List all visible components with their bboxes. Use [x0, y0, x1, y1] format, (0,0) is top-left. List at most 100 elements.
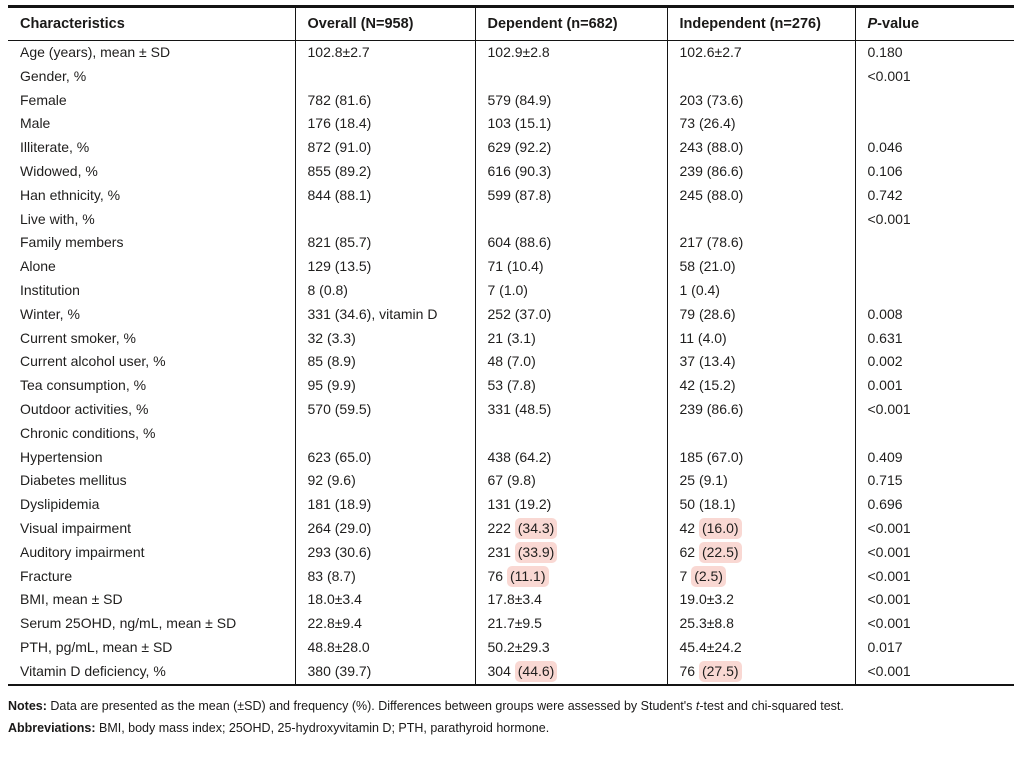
cell-characteristic: Male — [20, 115, 51, 132]
cell-pvalue: 0.696 — [854, 493, 1014, 517]
cell-characteristic: Family members — [20, 234, 124, 251]
cell-pvalue: <0.001 — [854, 207, 1014, 232]
cell-dependent — [474, 421, 667, 446]
cell-characteristic: Live with, % — [20, 210, 95, 227]
abbreviations-label: Abbreviations: — [8, 720, 96, 735]
cell-overall: 85 (8.9) — [294, 350, 475, 375]
cell-characteristic: Outdoor activities, % — [20, 400, 149, 417]
cell-independent: 37 (13.4) — [666, 350, 855, 375]
cell-overall: 102.8±2.7 — [294, 40, 475, 65]
cell-characteristic: Gender, % — [20, 67, 87, 84]
cell-overall: 821 (85.7) — [294, 231, 475, 256]
cell-overall: 570 (59.5) — [294, 397, 475, 422]
table-row: Live with, % <0.001 — [8, 207, 1014, 232]
cell-independent: 7 (2.5) — [666, 564, 855, 589]
table-row: Age (years), mean ± SD 102.8±2.7 102.9±2.8… — [8, 40, 1014, 65]
p-value-italic-letter: P — [867, 16, 878, 32]
cell-overall: 18.0±3.4 — [294, 588, 475, 613]
cell-overall — [294, 421, 475, 446]
table-row: Hypertension 623 (65.0) 438 (64.2) 185 (67.… — [8, 445, 1014, 470]
cell-independent: 1 (0.4) — [666, 278, 855, 303]
cell-dependent: 103 (15.1) — [474, 112, 667, 137]
highlighted-value: (34.3) — [514, 517, 558, 539]
cell-pvalue: <0.001 — [854, 564, 1014, 589]
cell-dependent: 231 (33.9) — [474, 540, 667, 565]
highlighted-value: (2.5) — [691, 565, 726, 587]
table-row: Auditory impairment 293 (30.6) 231 (33.9) 6… — [8, 540, 1014, 565]
notes-italic-t: t — [695, 698, 700, 713]
cell-overall — [294, 207, 475, 232]
cell-overall: 48.8±28.0 — [294, 635, 475, 660]
cell-independent: 185 (67.0) — [666, 445, 855, 470]
table-row: Fracture 83 (8.7) 76 (11.1) 7 (2.5) <0.001 — [8, 564, 1014, 589]
cell-characteristic: Vitamin D deficiency, % — [20, 662, 166, 679]
cell-overall: 844 (88.1) — [294, 183, 475, 208]
cell-independent — [666, 64, 855, 89]
cell-characteristic: Hypertension — [20, 448, 103, 465]
cell-overall: 872 (91.0) — [294, 136, 475, 160]
cell-independent: 239 (86.6) — [666, 397, 855, 422]
cell-characteristic: Institution — [20, 281, 80, 298]
cell-characteristic: BMI, mean ± SD — [20, 591, 123, 608]
table-row: Outdoor activities, % 570 (59.5) 331 (48.5… — [8, 397, 1014, 422]
cell-characteristic: Age (years), mean ± SD — [20, 44, 171, 60]
cell-pvalue: 0.180 — [854, 40, 1014, 65]
cell-independent: 25.3±8.8 — [666, 612, 855, 636]
cell-overall: 623 (65.0) — [294, 445, 475, 470]
cell-independent: 203 (73.6) — [666, 88, 855, 113]
cell-dependent: 17.8±3.4 — [474, 588, 667, 613]
cell-dependent: 579 (84.9) — [474, 88, 667, 113]
cell-independent: 245 (88.0) — [666, 183, 855, 208]
abbreviations-text: BMI, body mass index; 25OHD, 25-hydroxyv… — [95, 720, 550, 735]
cell-independent: 42 (15.2) — [666, 374, 855, 398]
cell-overall: 181 (18.9) — [294, 493, 475, 517]
cell-characteristic: Fracture — [20, 567, 73, 584]
cell-pvalue: <0.001 — [854, 588, 1014, 613]
characteristics-table-wrap: Characteristics Overall (N=958) Dependen… — [8, 5, 1014, 686]
cell-overall: 32 (3.3) — [294, 326, 475, 351]
p-value-rest: -value — [877, 16, 920, 32]
col-header-label: Characteristics — [20, 16, 125, 32]
cell-pvalue — [854, 278, 1014, 303]
cell-overall: 95 (9.9) — [294, 374, 475, 398]
table-row: Alone 129 (13.5) 71 (10.4) 58 (21.0) — [8, 255, 1014, 279]
notes-line: Notes: Data are presented as the mean (±… — [8, 695, 1014, 717]
cell-pvalue: 0.106 — [854, 159, 1014, 184]
cell-independent: 217 (78.6) — [666, 231, 855, 256]
cell-independent: 45.4±24.2 — [666, 635, 855, 660]
cell-independent: 42 (16.0) — [666, 516, 855, 541]
cell-pvalue: <0.001 — [854, 540, 1014, 565]
highlighted-value: (27.5) — [698, 660, 742, 682]
table-row: Widowed, % 855 (89.2) 616 (90.3) 239 (86.6)… — [8, 159, 1014, 184]
cell-independent: 58 (21.0) — [666, 255, 855, 279]
table-row: Vitamin D deficiency, % 380 (39.7) 304 (44… — [8, 659, 1014, 685]
table-row: Tea consumption, % 95 (9.9) 53 (7.8) 42 (15… — [8, 374, 1014, 398]
cell-dependent: 599 (87.8) — [474, 183, 667, 208]
cell-independent: 239 (86.6) — [666, 159, 855, 184]
cell-characteristic: Female — [20, 91, 67, 108]
cell-dependent: 53 (7.8) — [474, 374, 667, 398]
cell-overall: 264 (29.0) — [294, 516, 475, 541]
cell-pvalue: 0.001 — [854, 374, 1014, 398]
cell-dependent: 131 (19.2) — [474, 493, 667, 517]
notes-text-2: -test and chi-squared test. — [699, 698, 844, 713]
table-footnotes: Notes: Data are presented as the mean (±… — [8, 695, 1014, 739]
characteristics-table: Characteristics Overall (N=958) Dependen… — [8, 5, 1014, 686]
cell-dependent: 222 (34.3) — [474, 516, 667, 541]
cell-dependent: 21.7±9.5 — [474, 612, 667, 636]
table-row: PTH, pg/mL, mean ± SD 48.8±28.0 50.2±29.3 4… — [8, 635, 1014, 660]
cell-overall: 8 (0.8) — [294, 278, 475, 303]
cell-pvalue: 0.409 — [854, 445, 1014, 470]
table-row: Visual impairment 264 (29.0) 222 (34.3) 42 … — [8, 516, 1014, 541]
cell-independent: 11 (4.0) — [666, 326, 855, 351]
table-row: Diabetes mellitus 92 (9.6) 67 (9.8) 25 (9.1… — [8, 469, 1014, 494]
cell-characteristic: Widowed, % — [20, 162, 98, 179]
table-row: Male 176 (18.4) 103 (15.1) 73 (26.4) — [8, 112, 1014, 137]
table-row: Illiterate, % 872 (91.0) 629 (92.2) 243 (88… — [8, 136, 1014, 160]
table-row: Chronic conditions, % — [8, 421, 1014, 446]
cell-characteristic: Winter, % — [20, 305, 80, 322]
cell-independent: 76 (27.5) — [666, 659, 855, 685]
table-row: Family members 821 (85.7) 604 (88.6) 217 (7… — [8, 231, 1014, 256]
cell-dependent: 102.9±2.8 — [474, 40, 667, 65]
cell-pvalue: 0.631 — [854, 326, 1014, 351]
